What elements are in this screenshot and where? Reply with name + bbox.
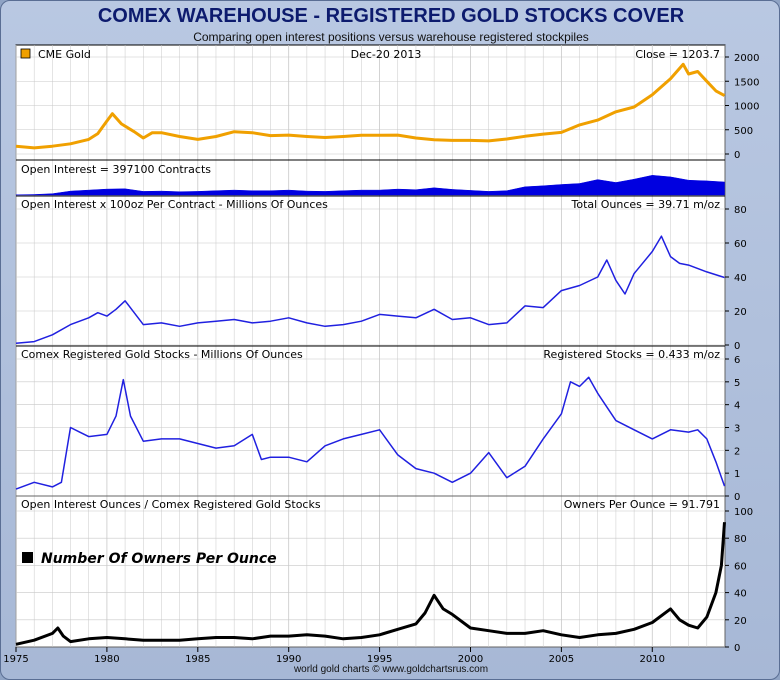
series-line (15, 522, 726, 646)
y-tick-label: 500 (734, 126, 753, 137)
y-tick-label: 2000 (734, 53, 759, 64)
y-tick-label: 0 (734, 492, 740, 503)
y-tick-label: 1500 (734, 77, 759, 88)
registered-stocks-label: Registered Stocks = 0.433 m/oz (543, 348, 720, 361)
total-ounces-title: Open Interest x 100oz Per Contract - Mil… (21, 198, 328, 211)
series-line (15, 62, 726, 150)
owners-label: Owners Per Ounce = 91.791 (564, 498, 720, 511)
y-tick-label: 80 (734, 205, 747, 216)
chart-title: COMEX WAREHOUSE - REGISTERED GOLD STOCKS… (97, 5, 685, 27)
registered-stocks-title: Comex Registered Gold Stocks - Millions … (21, 348, 303, 361)
y-tick-label: 1000 (734, 102, 759, 113)
y-tick-label: 20 (734, 616, 747, 627)
y-tick-label: 60 (734, 239, 747, 250)
date-label: Dec-20 2013 (351, 48, 422, 61)
x-tick-label: 2010 (640, 654, 665, 665)
y-tick-label: 40 (734, 273, 747, 284)
close-label: Close = 1203.7 (635, 48, 720, 61)
panel-1: 0 500 1000 1500 2000 CME Gold Dec-20 2013 Close… (15, 48, 759, 161)
y-tick-label: 6 (734, 355, 740, 366)
y-tick-label: 3 (734, 424, 740, 435)
x-tick-label: 1975 (3, 654, 28, 665)
y-tick-label: 0 (734, 643, 740, 654)
panel-4: 0 1 2 3 4 5 6 Comex Registered Gold Stocks - Mi… (15, 348, 740, 503)
y-tick-label: 5 (734, 378, 740, 389)
y-tick-label: 1 (734, 469, 740, 480)
y-tick-label: 40 (734, 589, 747, 600)
x-tick-label: 1980 (94, 654, 119, 665)
y-tick-label: 100 (734, 507, 753, 518)
x-tick-label: 1990 (276, 654, 301, 665)
x-tick-label: 2000 (458, 654, 483, 665)
panel-3: 0 20 40 60 80 Open Interest x 100oz Per Contr… (15, 198, 747, 352)
total-ounces-label: Total Ounces = 39.71 m/oz (571, 198, 721, 211)
annotation-label: Number Of Owners Per Ounce (41, 551, 277, 567)
x-tick-label: 1985 (185, 654, 210, 665)
legend-label: CME Gold (38, 48, 91, 61)
y-tick-label: 2 (734, 446, 740, 457)
y-tick-label: 20 (734, 307, 747, 318)
y-tick-label: 80 (734, 534, 747, 545)
panel-5: 0 20 40 60 80 100 Open Interest Ounces / Comex… (15, 498, 753, 654)
y-tick-label: 4 (734, 401, 740, 412)
annotation-swatch (22, 552, 33, 563)
panel-2: Open Interest = 397100 Contracts (15, 163, 725, 196)
series-line (15, 235, 725, 345)
chart-credit: world gold charts © www.goldchartsrus.co… (293, 664, 489, 675)
x-tick-label: 1995 (367, 654, 392, 665)
y-tick-label: 0 (734, 341, 740, 352)
open-interest-label: Open Interest = 397100 Contracts (21, 163, 211, 176)
legend-swatch (20, 48, 31, 59)
y-tick-label: 0 (734, 150, 740, 161)
series-line (15, 376, 726, 490)
chart-subtitle: Comparing open interest positions versus… (193, 30, 589, 44)
series-area (15, 175, 725, 196)
x-tick-label: 2005 (549, 654, 574, 665)
owners-title: Open Interest Ounces / Comex Registered … (21, 498, 321, 511)
y-tick-label: 60 (734, 561, 747, 572)
